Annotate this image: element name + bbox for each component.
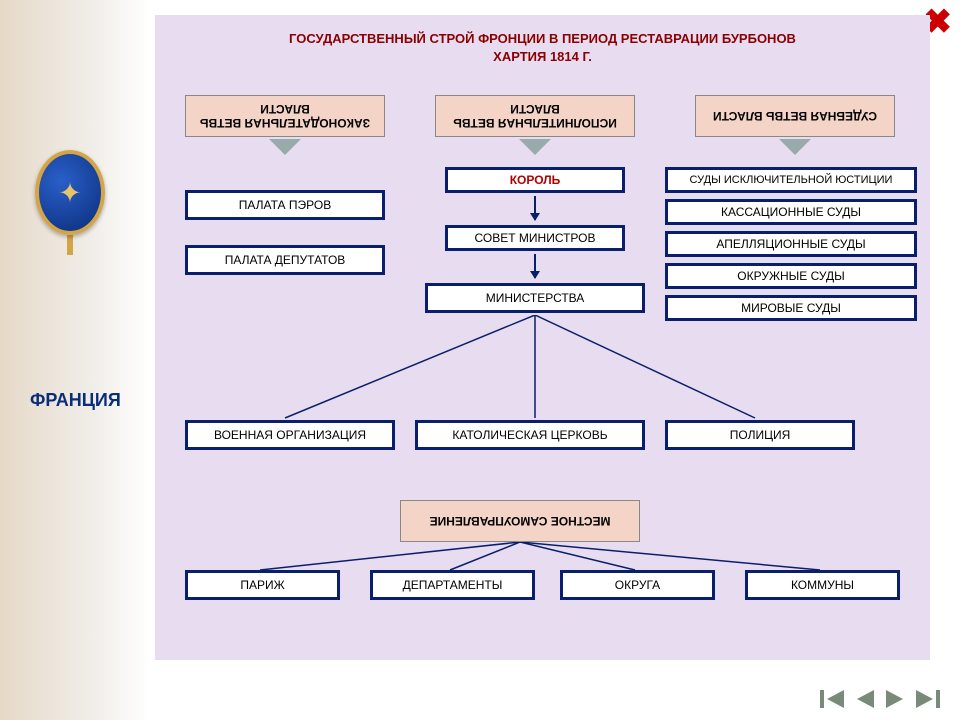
node-districts: ОКРУГА [560,570,715,600]
title-line-2: ХАРТИЯ 1814 Г. [493,49,592,64]
node-departments: ДЕПАРТАМЕНТЫ [370,570,535,600]
connector-icon [269,139,301,155]
node-deputies: ПАЛАТА ДЕПУТАТОВ [185,245,385,275]
node-judicial-2: АПЕЛЛЯЦИОННЫЕ СУДЫ [665,231,917,257]
node-police: ПОЛИЦИЯ [665,420,855,450]
node-communes: КОММУНЫ [745,570,900,600]
node-ministries: МИНИСТЕРСТВА [425,283,645,313]
skip-forward-icon [914,688,940,710]
nav-last-button[interactable] [914,688,940,710]
diagram-panel: ГОСУДАРСТВЕННЫЙ СТРОЙ ФРОНЦИИ В ПЕРИОД Р… [155,15,930,660]
diagram-title: ГОСУДАРСТВЕННЫЙ СТРОЙ ФРОНЦИИ В ПЕРИОД Р… [155,30,930,66]
title-line-1: ГОСУДАРСТВЕННЫЙ СТРОЙ ФРОНЦИИ В ПЕРИОД Р… [289,31,796,46]
node-judicial-0: СУДЫ ИСКЛЮЧИТЕЛЬНОЙ ЮСТИЦИИ [665,167,917,193]
node-judicial-1: КАССАЦИОННЫЕ СУДЫ [665,199,917,225]
node-council: СОВЕТ МИНИСТРОВ [445,225,625,251]
nav-controls [820,688,940,710]
country-label: ФРАНЦИЯ [30,390,121,411]
nav-next-button[interactable] [884,688,906,710]
judicial-branch-header: СУДЕБНАЯ ВЕТВЬ ВЛАСТИ [695,95,895,137]
connector-icon [779,139,811,155]
node-king: КОРОЛЬ [445,167,625,193]
local-government-header: МЕСТНОЕ САМОУПРАВЛЕНИЕ [400,500,640,542]
next-icon [884,688,906,710]
node-judicial-3: ОКРУЖНЫЕ СУДЫ [665,263,917,289]
fan-connector-ministries [155,315,930,425]
connector-icon [519,139,551,155]
arrow-icon [534,254,536,278]
legislative-branch-header: ЗАКОНОДАТЕЛЬНАЯ ВЕТВЬ ВЛАСТИ [185,95,385,137]
nav-first-button[interactable] [820,688,846,710]
node-peers: ПАЛАТА ПЭРОВ [185,190,385,220]
skip-back-icon [820,688,846,710]
node-military: ВОЕННАЯ ОРГАНИЗАЦИЯ [185,420,395,450]
left-background-strip [0,0,150,720]
nav-prev-button[interactable] [854,688,876,710]
node-paris: ПАРИЖ [185,570,340,600]
emblem-image [30,150,110,260]
executive-branch-header: ИСПОЛНИТЕЛЬНАЯ ВЕТВЬ ВЛАСТИ [435,95,635,137]
node-church: КАТОЛИЧЕСКАЯ ЦЕРКОВЬ [415,420,645,450]
fan-connector-local [155,542,930,572]
arrow-icon [534,196,536,220]
prev-icon [854,688,876,710]
